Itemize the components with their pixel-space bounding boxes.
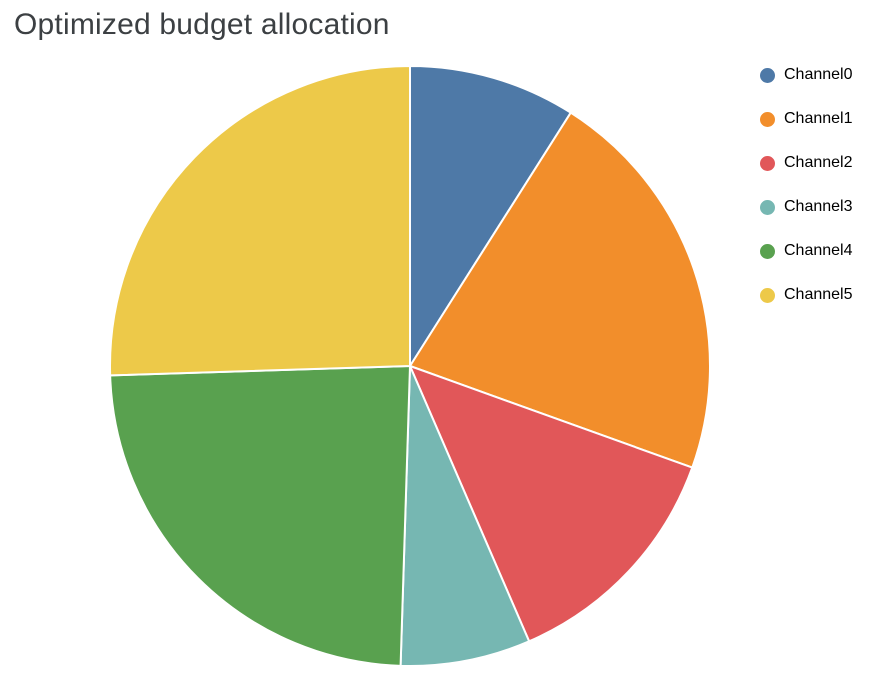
legend-item-channel5[interactable]: Channel5	[760, 285, 853, 305]
legend-swatch-icon	[760, 199, 775, 215]
pie-slice-channel2[interactable]	[409, 365, 694, 643]
legend-label: Channel5	[784, 286, 853, 303]
legend-label: Channel3	[784, 198, 853, 215]
legend-item-channel3[interactable]: Channel3	[760, 197, 853, 217]
pie-slice-channel4[interactable]	[109, 365, 411, 667]
pie-slice-channel0[interactable]	[409, 65, 572, 367]
legend-swatch-icon	[760, 287, 775, 303]
pie-slice-channel3[interactable]	[399, 365, 531, 667]
pie-slice-channel5[interactable]	[109, 65, 411, 377]
legend-swatch-icon	[760, 67, 775, 83]
legend-swatch-icon	[760, 243, 775, 259]
legend-item-channel1[interactable]: Channel1	[760, 109, 853, 129]
legend-label: Channel2	[784, 154, 853, 171]
legend-item-channel0[interactable]: Channel0	[760, 65, 853, 85]
legend-label: Channel1	[784, 110, 853, 127]
legend-item-channel4[interactable]: Channel4	[760, 241, 853, 261]
legend-label: Channel0	[784, 66, 853, 83]
legend-swatch-icon	[760, 155, 775, 171]
pie-slice-channel1[interactable]	[409, 111, 711, 469]
legend: Channel0 Channel1 Channel2 Channel3 Channel4…	[760, 65, 853, 305]
legend-label: Channel4	[784, 242, 853, 259]
legend-swatch-icon	[760, 111, 775, 127]
chart-title: Optimized budget allocation	[14, 8, 390, 41]
pie-plot	[109, 65, 711, 667]
legend-item-channel2[interactable]: Channel2	[760, 153, 853, 173]
